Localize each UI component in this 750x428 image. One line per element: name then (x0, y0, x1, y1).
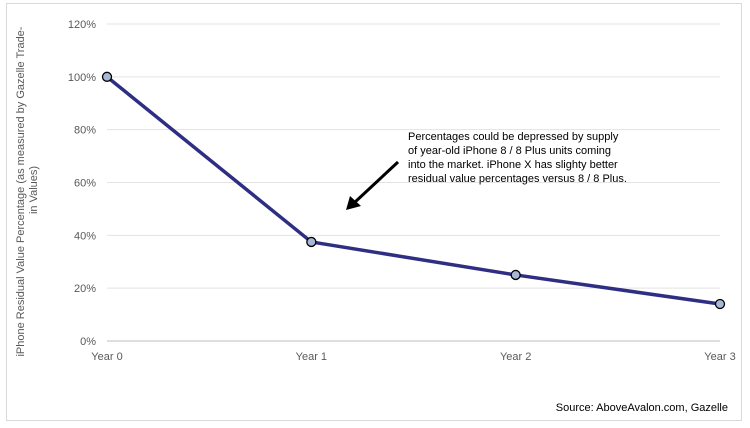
annotation-line-1: Percentages could be depressed by supply (408, 131, 619, 143)
x-tick-label: Year 3 (704, 351, 735, 363)
y-tick-label: 60% (74, 178, 96, 190)
x-tick-label: Year 0 (91, 351, 122, 363)
annotation: Percentages could be depressed by supply… (346, 131, 627, 210)
y-axis-title-line-1: iPhone Residual Value Percentage (as mea… (15, 26, 27, 356)
annotation-arrow-head (346, 196, 361, 210)
y-tick-label: 120% (68, 19, 96, 31)
source-note: Source: AboveAvalon.com, Gazelle (556, 402, 728, 414)
series-line (105, 75, 721, 306)
data-point (306, 236, 317, 248)
x-tick-label: Year 1 (296, 351, 327, 363)
annotation-arrow-shaft (352, 160, 400, 205)
y-axis-title: iPhone Residual Value Percentage (as mea… (15, 23, 40, 356)
annotation-line-4: residual value percentages versus 8 / 8 … (408, 173, 627, 185)
y-tick-label: 80% (74, 125, 96, 137)
y-axis-ticks: 0% 20% 40% 60% 80% 100% 120% (68, 19, 96, 348)
data-point (510, 269, 521, 281)
data-point (101, 71, 113, 82)
y-tick-label: 0% (80, 336, 96, 348)
y-tick-label: 40% (74, 230, 96, 242)
y-tick-label: 20% (74, 283, 96, 295)
annotation-line-3: into the market. iPhone X has slighty be… (408, 159, 618, 171)
annotation-line-2: of year-old iPhone 8 / 8 Plus units comi… (408, 145, 611, 157)
data-point (714, 298, 726, 310)
y-tick-label: 100% (68, 72, 96, 84)
x-tick-label: Year 2 (500, 351, 531, 363)
series (101, 71, 726, 310)
y-axis-title-line-2: in Values) (28, 166, 40, 214)
x-axis-ticks: Year 0 Year 1 Year 2 Year 3 (91, 351, 735, 363)
chart-frame (6, 3, 742, 421)
